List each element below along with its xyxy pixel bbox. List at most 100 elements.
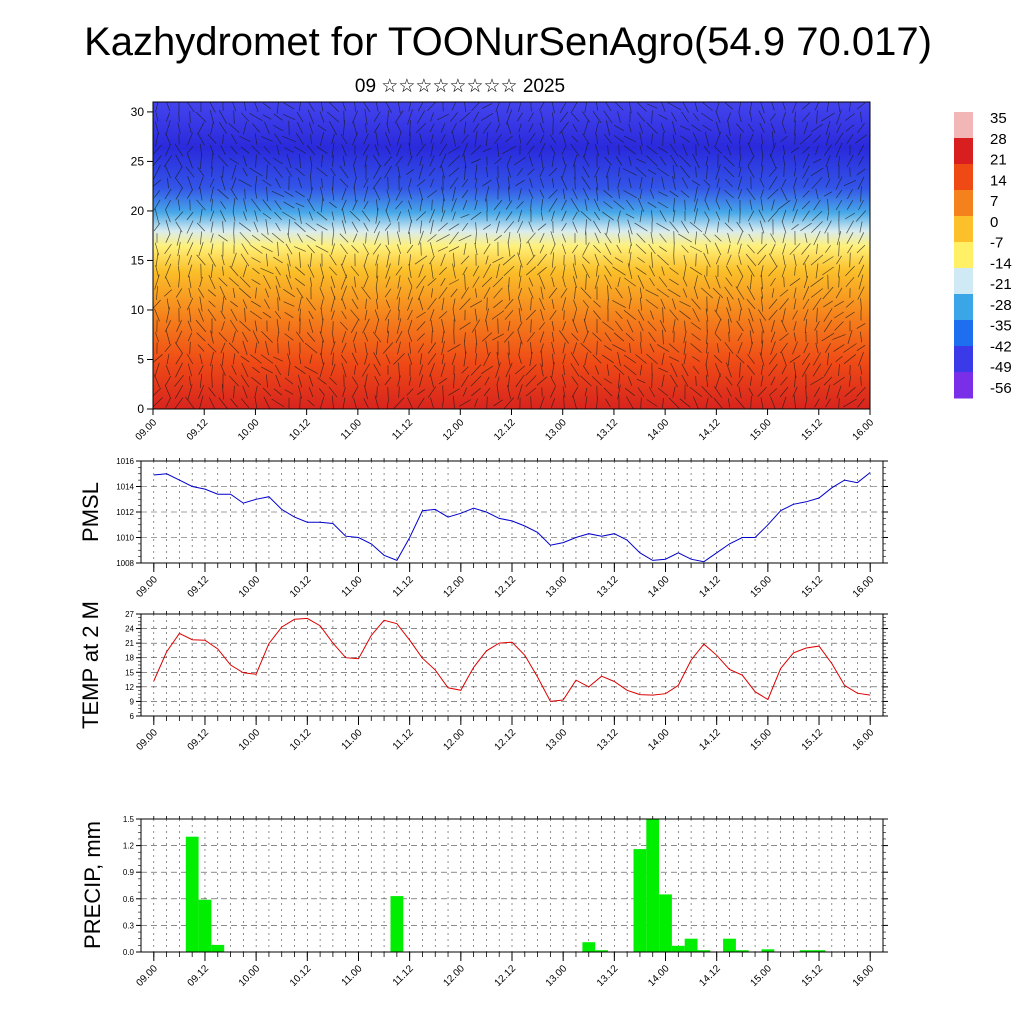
temp-panel: 6 9 12 15 18 21 24 27 09.00 09.12 10.00 10.12 11.00 1… xyxy=(78,601,888,753)
pmsl-ytick-label: 1010 xyxy=(116,534,134,543)
temp-xtick-label: 13.12 xyxy=(595,727,621,753)
colorbar-segment xyxy=(954,138,973,165)
precip-xtick-label: 15.12 xyxy=(800,963,826,989)
precip-bar xyxy=(697,950,711,952)
colorbar-label: -7 xyxy=(990,235,1003,252)
heatmap-xtick-label: 14.12 xyxy=(697,417,723,443)
temp-frame xyxy=(140,613,884,717)
temp-xtick-label: 13.00 xyxy=(544,727,570,753)
precip-bar xyxy=(633,849,647,952)
colorbar-segment xyxy=(954,164,973,191)
precip-ticks: 0.0 0.3 0.6 0.9 1.2 1.5 09.00 09.12 10.00 10.12 11… xyxy=(123,815,888,989)
precip-xtick-label: 14.00 xyxy=(646,963,672,989)
temp-ylabel: TEMP at 2 M xyxy=(78,601,103,729)
heatmap-xtick-label: 09.00 xyxy=(134,417,160,443)
heatmap-ytick-label: 25 xyxy=(131,154,145,168)
heatmap-xtick-label: 15.00 xyxy=(748,417,774,443)
colorbar-segment xyxy=(954,372,973,399)
temp-xtick-label: 09.12 xyxy=(186,727,212,753)
colorbar: 35 28 21 14 7 0 -7 -14 -21 -28 -35 -42 -49 -56 xyxy=(954,110,1012,399)
precip-ytick-label: 0.9 xyxy=(123,868,135,877)
temp-xtick-label: 10.00 xyxy=(237,727,263,753)
colorbar-label: 7 xyxy=(990,193,998,210)
temp-xtick-label: 11.00 xyxy=(340,727,365,752)
temp-xtick-label: 16.00 xyxy=(851,727,877,753)
colorbar-segment xyxy=(954,190,973,217)
precip-bar xyxy=(595,950,608,952)
precip-xtick-label: 14.12 xyxy=(697,963,723,989)
heatmap-xtick-label: 13.00 xyxy=(543,417,569,443)
pmsl-ytick-label: 1016 xyxy=(116,457,134,466)
pmsl-xtick-label: 13.12 xyxy=(595,574,621,600)
heatmap-y-axis: 0 5 10 15 20 25 30 xyxy=(131,105,153,416)
precip-bar xyxy=(198,899,212,952)
temp-grid xyxy=(141,613,883,717)
precip-bar xyxy=(671,945,685,952)
precip-xtick-label: 11.00 xyxy=(340,963,365,988)
temp-ytick-label: 21 xyxy=(125,639,134,648)
temp-xtick-label: 10.12 xyxy=(288,727,314,753)
pmsl-ytick-label: 1008 xyxy=(116,559,134,568)
heatmap-xtick-label: 12.00 xyxy=(441,417,467,443)
pmsl-xtick-label: 09.00 xyxy=(134,574,160,600)
precip-xtick-label: 09.12 xyxy=(186,963,212,989)
pmsl-ytick-label: 1014 xyxy=(116,483,134,492)
precip-ytick-label: 0.6 xyxy=(123,895,135,904)
temp-ytick-label: 27 xyxy=(125,610,134,619)
temp-xtick-label: 09.00 xyxy=(134,727,160,753)
heatmap-ytick-label: 20 xyxy=(131,204,145,218)
heatmap-xtick-label: 14.00 xyxy=(646,417,672,443)
temp-ytick-label: 9 xyxy=(130,697,135,706)
precip-ytick-label: 1.5 xyxy=(123,815,135,824)
precip-bars xyxy=(185,819,826,952)
temp-xtick-label: 15.12 xyxy=(800,727,826,753)
pmsl-xtick-label: 10.12 xyxy=(288,574,314,600)
colorbar-label: 14 xyxy=(990,172,1007,189)
precip-xtick-label: 15.00 xyxy=(749,963,775,989)
precip-xtick-label: 11.12 xyxy=(391,963,416,988)
heatmap-ytick-label: 30 xyxy=(131,105,145,119)
heatmap-xtick-label: 16.00 xyxy=(851,417,877,443)
pmsl-xtick-label: 10.00 xyxy=(237,574,263,600)
heatmap-xtick-label: 15.12 xyxy=(799,417,825,443)
pmsl-panel: 1008 1010 1012 1014 1016 09.00 09.12 10.00 10.12… xyxy=(78,457,888,600)
colorbar-segment xyxy=(954,346,973,373)
pmsl-ylabel: PMSL xyxy=(78,482,103,542)
precip-bar xyxy=(582,942,596,952)
precip-xtick-label: 09.00 xyxy=(134,963,160,989)
wind-vectors xyxy=(153,102,867,409)
pmsl-xtick-label: 14.12 xyxy=(697,574,723,600)
temp-ticks: 6 9 12 15 18 21 24 27 09.00 09.12 10.00 10.12 11.00 1… xyxy=(125,610,888,753)
pmsl-grid xyxy=(141,460,883,564)
colorbar-label: 0 xyxy=(990,214,998,231)
colorbar-label: 21 xyxy=(990,152,1007,169)
pmsl-xtick-label: 16.00 xyxy=(851,574,877,600)
precip-xtick-label: 12.12 xyxy=(493,963,519,989)
heatmap-xtick-label: 13.12 xyxy=(595,417,621,443)
pmsl-xtick-label: 11.00 xyxy=(340,574,365,599)
precip-xtick-label: 13.00 xyxy=(544,963,570,989)
temp-xtick-label: 14.12 xyxy=(697,727,723,753)
precip-bar xyxy=(761,949,775,952)
colorbar-label: -14 xyxy=(990,255,1012,272)
precip-ylabel: PRECIP, mm xyxy=(80,821,105,949)
temp-ytick-label: 15 xyxy=(125,668,134,677)
heatmap-xtick-label: 10.00 xyxy=(236,417,262,443)
heatmap-x-axis: 09.00 09.12 10.00 10.12 11.00 11.12 12.00 12.12… xyxy=(134,409,877,443)
heatmap-ytick-label: 5 xyxy=(137,352,144,366)
colorbar-label: -49 xyxy=(990,359,1012,376)
colorbar-label: -35 xyxy=(990,318,1012,335)
chart-title: Kazhydromet for TOONurSenAgro(54.9 70.01… xyxy=(84,20,932,64)
colorbar-segment xyxy=(954,112,973,139)
heatmap-xtick-label: 10.12 xyxy=(287,417,313,443)
pmsl-ytick-label: 1012 xyxy=(116,508,134,517)
precip-bar xyxy=(390,896,404,952)
temp-xtick-label: 11.12 xyxy=(391,727,416,752)
colorbar-segment xyxy=(954,294,973,321)
wind-barbs xyxy=(153,102,867,409)
precip-bar xyxy=(211,944,225,952)
precip-panel: 0.0 0.3 0.6 0.9 1.2 1.5 09.00 09.12 10.00 10.12 11… xyxy=(80,815,888,989)
precip-xtick-label: 12.00 xyxy=(441,963,467,989)
pmsl-xtick-label: 15.12 xyxy=(800,574,826,600)
